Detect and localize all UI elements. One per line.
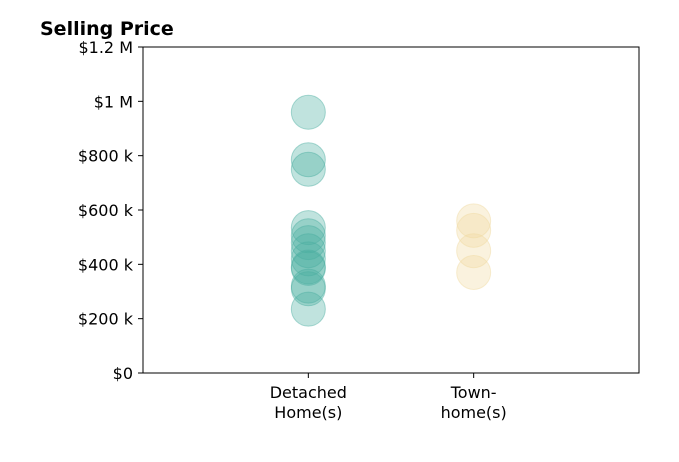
data-point: [290, 151, 326, 187]
y-tick-label: $1 M: [94, 92, 133, 111]
data-point: [290, 218, 326, 254]
data-point: [290, 241, 326, 277]
y-tick-label: $400 k: [78, 255, 134, 274]
data-point: [456, 254, 492, 290]
data-point: [290, 94, 326, 130]
data-point: [290, 233, 326, 269]
y-tick-label: $0: [113, 364, 133, 383]
x-tick-label: Town-: [450, 383, 497, 402]
plot-frame: [142, 46, 640, 374]
data-point: [290, 142, 326, 178]
data-point: [290, 271, 326, 307]
x-tick-label: Detached: [270, 383, 347, 402]
data-point: [290, 249, 326, 285]
data-point: [290, 210, 326, 246]
y-axis: $0 $200 k $400 k $600 k $800 k $1 M $1.2 M: [78, 38, 143, 383]
x-tick-label: home(s): [441, 403, 507, 422]
y-tick-label: $200 k: [78, 310, 134, 329]
data-point: [456, 212, 492, 248]
data-point: [290, 268, 326, 304]
data-point: [456, 233, 492, 269]
data-point: [290, 291, 326, 327]
data-points: [290, 94, 492, 327]
data-point: [456, 203, 492, 239]
data-point: [290, 225, 326, 261]
data-point: [290, 250, 326, 286]
y-tick-label: $1.2 M: [78, 38, 133, 57]
y-tick-label: $800 k: [78, 147, 134, 166]
y-tick-label: $600 k: [78, 201, 134, 220]
chart-title: Selling Price: [40, 18, 174, 40]
x-tick-label: Home(s): [274, 403, 342, 422]
